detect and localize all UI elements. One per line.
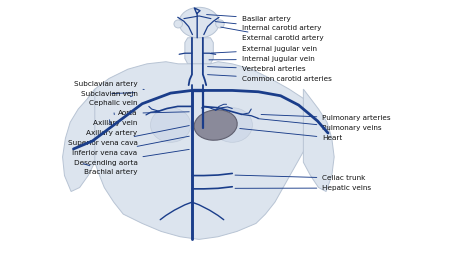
Ellipse shape [179, 7, 219, 38]
Text: External carotid artery: External carotid artery [221, 27, 323, 41]
Ellipse shape [150, 108, 191, 142]
Ellipse shape [194, 110, 237, 140]
Text: Common carotid arteries: Common carotid arteries [208, 75, 332, 82]
Text: Aorta: Aorta [118, 110, 189, 116]
Text: Subclavian vein: Subclavian vein [81, 91, 137, 97]
Text: Inferior vena cava: Inferior vena cava [73, 136, 189, 156]
Polygon shape [85, 62, 313, 239]
Text: Axillary artery: Axillary artery [86, 120, 137, 136]
Text: Descending aorta: Descending aorta [73, 149, 189, 165]
Text: Superior vena cava: Superior vena cava [68, 126, 189, 146]
Text: Subclavian artery: Subclavian artery [74, 81, 144, 89]
Polygon shape [185, 38, 213, 64]
Text: Axillary vein: Axillary vein [93, 113, 137, 126]
Text: Vertebral arteries: Vertebral arteries [208, 66, 305, 72]
Text: Pulmonary veins: Pulmonary veins [258, 119, 382, 131]
Text: Basilar artery: Basilar artery [207, 15, 291, 22]
Text: Heart: Heart [240, 128, 343, 141]
Polygon shape [303, 89, 334, 192]
Text: Internal jugular vein: Internal jugular vein [209, 56, 314, 62]
Text: Pulmonary arteries: Pulmonary arteries [261, 114, 391, 121]
Text: Celiac trunk: Celiac trunk [235, 175, 366, 181]
Text: Hepatic veins: Hepatic veins [235, 185, 372, 191]
Ellipse shape [212, 108, 252, 142]
Polygon shape [63, 89, 95, 192]
Text: Internal carotid artery: Internal carotid artery [215, 22, 321, 31]
Ellipse shape [174, 20, 182, 28]
Text: Brachial artery: Brachial artery [83, 164, 137, 175]
Text: Cephalic vein: Cephalic vein [89, 96, 137, 106]
Ellipse shape [216, 20, 224, 28]
Text: External jugular vein: External jugular vein [211, 47, 317, 53]
